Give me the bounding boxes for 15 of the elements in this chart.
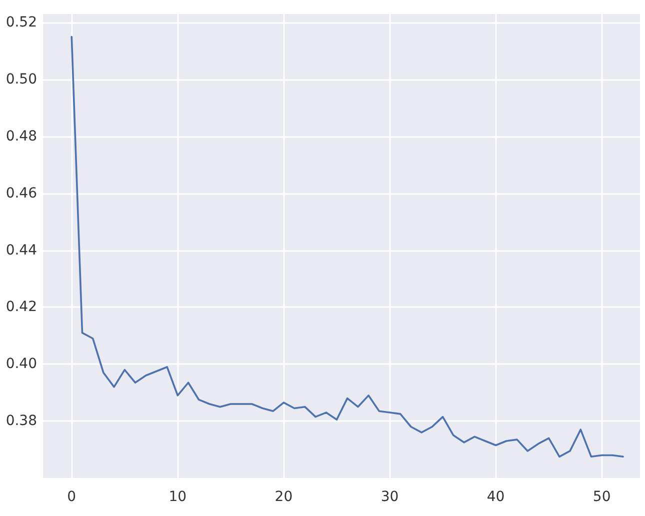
y-tick-label: 0.50 — [6, 71, 37, 88]
y-tick-label: 0.52 — [6, 14, 37, 31]
y-tick-label: 0.40 — [6, 356, 37, 372]
y-tick-label: 0.46 — [6, 185, 38, 202]
y-tick-label: 0.38 — [6, 413, 37, 430]
x-tick-label: 50 — [592, 489, 611, 505]
x-tick-label: 30 — [380, 489, 399, 505]
x-tick-label: 20 — [274, 489, 293, 505]
line-series — [70, 36, 624, 458]
x-tick-label: 0 — [67, 489, 76, 505]
y-tick-label: 0.44 — [6, 242, 38, 258]
x-tick-label: 10 — [168, 489, 187, 505]
y-tick-label: 0.48 — [6, 128, 37, 144]
x-tick-label: 40 — [486, 489, 505, 505]
y-tick-label: 0.42 — [6, 299, 37, 316]
